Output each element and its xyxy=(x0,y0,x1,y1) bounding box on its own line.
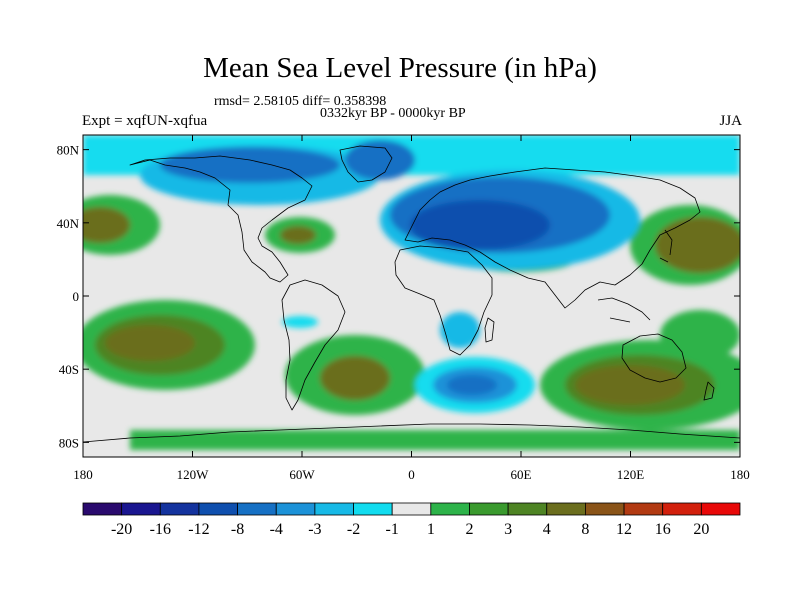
colorbar-label: -4 xyxy=(270,521,283,538)
x-axis: 180 120W 60W 0 60E 120E 180 xyxy=(73,135,750,482)
colorbar-swatch xyxy=(391,502,432,516)
x-tick-label: 60E xyxy=(511,467,532,482)
colorbar-swatch xyxy=(237,502,277,516)
colorbar-swatch xyxy=(82,502,123,516)
season-label: JJA xyxy=(719,113,742,129)
colorbar-label: -2 xyxy=(347,521,360,538)
neg-south-pacific-small xyxy=(282,316,318,328)
neg-greenland xyxy=(345,140,415,180)
colorbar-label: -3 xyxy=(308,521,321,538)
colorbar-label: -1 xyxy=(386,521,399,538)
neg-eurasia-core xyxy=(410,200,550,250)
pos-south-atlantic-core xyxy=(320,356,390,400)
y-axis: 80N 40N 0 40S 80S xyxy=(57,143,740,450)
colorbar-label: 2 xyxy=(465,521,473,538)
x-tick-label: 120E xyxy=(617,467,645,482)
colorbar-label: 16 xyxy=(655,521,671,538)
y-tick-label: 80S xyxy=(59,435,79,450)
neg-north-america-core xyxy=(160,147,340,183)
pos-east-pacific-tropics xyxy=(660,310,740,360)
pos-south-pacific-core xyxy=(105,325,195,361)
neg-southern-ocean-core xyxy=(447,375,497,395)
coast-indonesia xyxy=(597,297,651,323)
x-tick-label: 60W xyxy=(289,467,315,482)
pos-indian-ocean-core xyxy=(575,365,685,405)
colorbar-label: 1 xyxy=(427,521,435,538)
y-tick-label: 0 xyxy=(73,289,80,304)
coast-north-america xyxy=(129,155,313,283)
colorbar-swatch xyxy=(623,502,664,516)
colorbar-swatch xyxy=(159,502,200,516)
coast-madagascar xyxy=(484,317,495,343)
x-tick-label: 180 xyxy=(730,467,750,482)
coast-africa xyxy=(394,245,493,356)
colorbar-label: -16 xyxy=(150,521,171,538)
colorbar-label: 12 xyxy=(616,521,632,538)
coast-japan xyxy=(659,229,673,263)
coastlines xyxy=(83,145,740,443)
colorbar-label: 3 xyxy=(504,521,512,538)
colorbar-label: -8 xyxy=(231,521,244,538)
x-tick-label: 180 xyxy=(73,467,93,482)
x-tick-label: 0 xyxy=(408,467,415,482)
colorbar-swatch xyxy=(662,502,702,516)
pos-antarctic-band xyxy=(130,430,740,450)
y-tick-label: 80N xyxy=(57,143,80,158)
colorbar-swatch xyxy=(275,502,316,516)
colorbar-swatch xyxy=(546,502,586,516)
colorbar-swatch xyxy=(314,502,354,516)
coast-antarctica xyxy=(83,423,740,443)
x-tick-label: 120W xyxy=(177,467,210,482)
y-tick-label: 40S xyxy=(59,362,79,377)
colorbar-swatch xyxy=(430,502,470,516)
plot-title: Mean Sea Level Pressure (in hPa) xyxy=(203,52,597,84)
colorbar-swatch xyxy=(353,502,393,516)
colorbar-label: 4 xyxy=(543,521,551,538)
colorbar-label: -20 xyxy=(111,521,132,538)
colorbar-label: 8 xyxy=(581,521,589,538)
colorbar-swatch xyxy=(198,502,238,516)
neg-madagascar xyxy=(440,312,480,348)
experiment-label: Expt = xqfUN-xqfua xyxy=(82,113,208,129)
colorbar-label: -12 xyxy=(188,521,209,538)
anomaly-field xyxy=(83,135,740,450)
colorbar-swatch xyxy=(507,502,548,516)
colorbar-label: 20 xyxy=(693,521,709,538)
coast-new-zealand xyxy=(703,381,715,401)
coast-south-america xyxy=(281,279,346,411)
coast-australia xyxy=(621,333,687,383)
coast-greenland xyxy=(339,145,393,183)
pos-west-pacific-core xyxy=(655,217,740,273)
stats-line: rmsd= 2.58105 diff= 0.358398 xyxy=(214,94,387,109)
period-label: 0332kyr BP - 0000kyr BP xyxy=(320,106,466,121)
colorbar: -20 -16 -12 -8 -4 -3 -2 -1 1 2 3 4 8 12 16 20 xyxy=(82,502,741,538)
coast-europe-asia xyxy=(404,167,701,309)
pos-north-atlantic-core xyxy=(280,226,316,244)
colorbar-swatch xyxy=(700,502,741,516)
colorbar-swatch xyxy=(585,502,625,516)
pos-north-pacific-core xyxy=(83,207,130,243)
y-tick-label: 40N xyxy=(57,216,80,231)
colorbar-swatch xyxy=(469,502,509,516)
colorbar-swatch xyxy=(121,502,161,516)
